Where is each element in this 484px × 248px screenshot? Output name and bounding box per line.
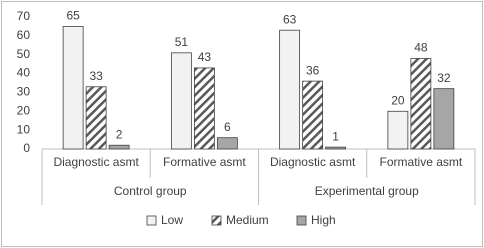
y-tick-label: 60 (17, 28, 31, 42)
data-label: 32 (437, 71, 451, 85)
x-tick-label: Diagnostic asmt (53, 155, 139, 169)
bar (85, 86, 107, 150)
bar (216, 137, 238, 150)
y-tick-label: 10 (17, 122, 31, 136)
bar (325, 146, 347, 150)
data-label: 51 (175, 35, 189, 49)
legend-swatch (296, 215, 307, 226)
y-tick-label: 50 (17, 47, 31, 61)
legend-label: Low (161, 213, 183, 227)
legend-swatch (146, 215, 157, 226)
data-label: 63 (283, 12, 297, 26)
data-label: 6 (224, 120, 231, 134)
bar (302, 80, 324, 150)
bar (170, 52, 192, 150)
group-label: Experimental group (315, 184, 419, 198)
bar (410, 58, 432, 150)
x-tick-label: Formative asmt (380, 155, 463, 169)
bar (433, 88, 455, 150)
legend-label: Medium (226, 213, 269, 227)
y-tick-label: 30 (17, 85, 31, 99)
legend-label: High (311, 213, 336, 227)
y-tick-label: 70 (17, 9, 31, 23)
x-tick-label: Formative asmt (163, 155, 246, 169)
group-label: Control group (114, 184, 187, 198)
y-tick-label: 20 (17, 103, 31, 117)
x-tick-label: Diagnostic asmt (270, 155, 356, 169)
data-label: 43 (198, 50, 212, 64)
data-label: 20 (391, 93, 405, 107)
legend-swatch (211, 215, 222, 226)
data-label: 65 (66, 9, 80, 23)
data-label: 1 (332, 129, 339, 143)
data-label: 33 (89, 69, 103, 83)
y-tick-label: 40 (17, 66, 31, 80)
data-label: 48 (414, 41, 428, 55)
bar (279, 29, 301, 150)
bar (62, 26, 84, 150)
y-tick-label: 0 (23, 141, 30, 155)
data-label: 36 (306, 63, 320, 77)
data-label: 2 (116, 127, 123, 141)
bar (193, 67, 215, 150)
bar (387, 110, 409, 150)
bar (108, 144, 130, 150)
